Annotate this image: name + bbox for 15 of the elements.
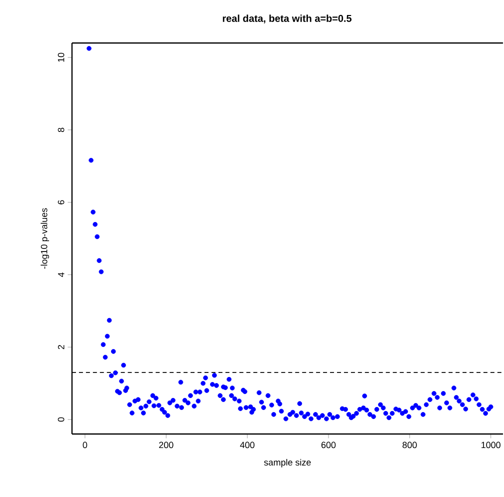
x-tick-label: 600	[321, 442, 336, 448]
x-tick-label: 400	[240, 442, 254, 448]
chart-title: real data, beta with a=b=0.5	[222, 14, 352, 24]
x-axis-title: sample size	[264, 458, 311, 468]
y-tick-label: 0	[58, 417, 64, 422]
y-tick-label: 10	[58, 52, 64, 62]
y-axis-title: -log10 p-values	[40, 208, 50, 269]
x-tick-label: 200	[159, 442, 174, 448]
y-tick-label: 8	[58, 128, 64, 132]
y-tick-label: 4	[58, 272, 64, 277]
y-tick-label: 2	[58, 345, 64, 350]
y-tick-label: 6	[58, 200, 64, 204]
x-tick-label: 800	[402, 442, 417, 448]
x-tick-label: 1000	[482, 442, 500, 448]
x-tick-label: 0	[82, 442, 88, 448]
